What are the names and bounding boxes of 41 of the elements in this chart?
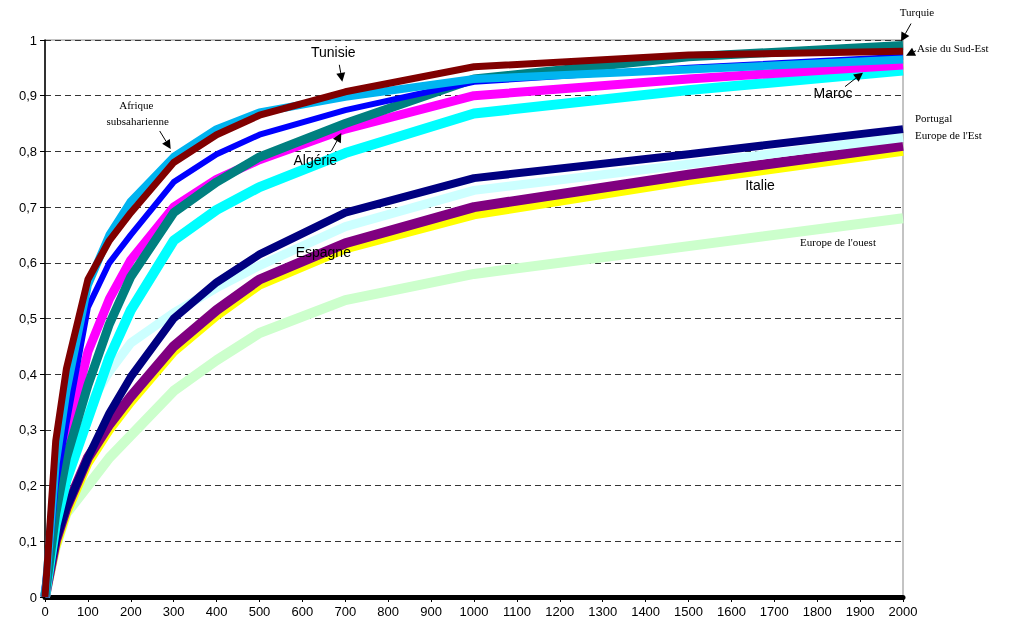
text: Tunisie	[310, 43, 356, 60]
x-tick-label: 100	[77, 604, 99, 619]
y-tick-label: 0,5	[18, 311, 37, 326]
series-label: Portugal	[915, 112, 953, 125]
x-tick-label: 600	[291, 604, 314, 619]
y-tick-label: 0,8	[18, 143, 37, 159]
y-tick-label: 0,6	[18, 255, 37, 271]
x-tick-label: 1200	[545, 604, 575, 619]
y-tick-label: 0,4	[18, 366, 37, 382]
x-tick-label: 1300	[588, 604, 618, 619]
series-label: Italie	[745, 177, 775, 194]
y-tick-label: 0	[29, 589, 37, 605]
x-tick-label: 700	[334, 604, 357, 619]
x-tick-label: 1700	[759, 604, 789, 619]
y-tick-label: 1	[29, 32, 37, 48]
y-tick-label: 0,3	[18, 422, 37, 438]
x-tick-label: 1500	[674, 604, 703, 619]
x-tick-label: 2000	[888, 604, 918, 619]
x-tick-label: 1800	[802, 604, 832, 619]
x-tick-label: 200	[119, 604, 142, 619]
x-tick-label: 1100	[502, 604, 531, 619]
x-tick-label: 800	[377, 604, 400, 619]
x-tick-label: 500	[248, 604, 271, 619]
x-tick-label: 300	[162, 604, 185, 619]
series-label: Espagne	[295, 244, 352, 261]
x-tick-label: 1400	[631, 604, 661, 619]
y-tick-label: 0,1	[18, 533, 37, 549]
y-tick-label: 0,9	[18, 88, 37, 104]
text: Afrique subsaharienne	[106, 98, 169, 127]
series-label: Europe de l'Est	[915, 129, 982, 142]
y-tick-label: 0,7	[18, 199, 37, 215]
x-tick-label: 1000	[459, 604, 489, 619]
series-label: Europe de l'ouest	[800, 236, 876, 249]
x-tick-label: 400	[205, 604, 228, 619]
y-tick-label: 0,2	[18, 478, 37, 494]
text: Turquie	[899, 5, 935, 18]
x-tick-label: 1900	[845, 604, 875, 619]
x-tick-label: 0	[41, 604, 49, 619]
series-label: Asie du Sud-Est	[917, 41, 989, 54]
x-tick-label: 900	[420, 604, 442, 619]
x-tick-label: 1600	[716, 604, 746, 619]
